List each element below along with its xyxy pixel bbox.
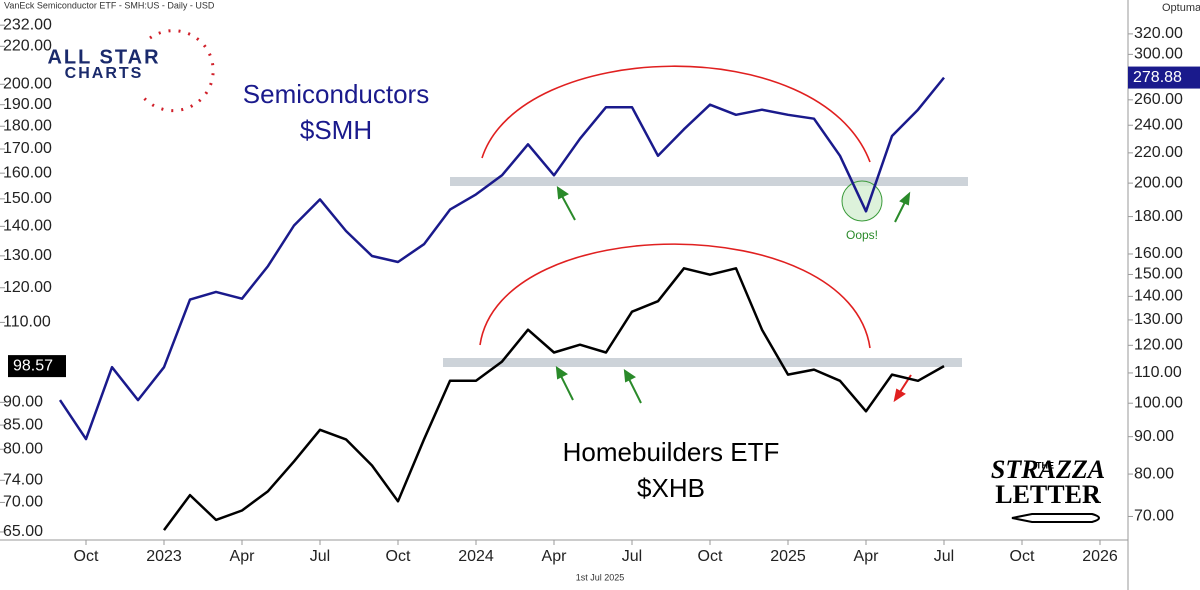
x-tick-label: Jul bbox=[622, 548, 642, 565]
x-tick-label: Apr bbox=[854, 548, 880, 565]
y-tick-label: 65.00 bbox=[3, 523, 43, 540]
y-tick-label: 80.00 bbox=[3, 440, 43, 457]
last-value-label: 98.57 bbox=[13, 357, 53, 374]
annotation: $XHB bbox=[637, 473, 705, 503]
x-tick-label: Apr bbox=[542, 548, 568, 565]
strazza-logo: THE STRAZZA LETTER bbox=[991, 455, 1105, 523]
y2-tick-label: 320.00 bbox=[1134, 25, 1183, 42]
x-tick-label: Oct bbox=[698, 548, 723, 565]
chart-title: VanEck Semiconductor ETF - SMH:US - Dail… bbox=[4, 0, 215, 10]
logo-text: CHARTS bbox=[65, 65, 144, 82]
y2-tick-label: 240.00 bbox=[1134, 116, 1183, 133]
x-tick-label: Oct bbox=[74, 548, 99, 565]
last-value-tag bbox=[8, 355, 66, 378]
y2-tick-label: 90.00 bbox=[1134, 428, 1174, 445]
arc bbox=[481, 65, 871, 163]
series-line bbox=[162, 267, 945, 531]
series-line bbox=[58, 76, 945, 441]
y-tick-label: 200.00 bbox=[3, 75, 52, 92]
y2-tick-label: 200.00 bbox=[1134, 174, 1183, 191]
y2-tick-label: 300.00 bbox=[1134, 46, 1183, 63]
arrows bbox=[555, 185, 911, 404]
y2-tick-label: 150.00 bbox=[1134, 266, 1183, 283]
y-tick-label: 232.00 bbox=[3, 16, 52, 33]
logo-stars bbox=[138, 29, 215, 113]
logo-text: THE bbox=[1036, 460, 1054, 470]
y-tick-label: 140.00 bbox=[3, 218, 52, 235]
x-tick-label: 2023 bbox=[146, 548, 182, 565]
x-tick-label: Jul bbox=[934, 548, 954, 565]
x-tick-label: Oct bbox=[1010, 548, 1035, 565]
y2-tick-label: 220.00 bbox=[1134, 144, 1183, 161]
y-tick-label: 120.00 bbox=[3, 279, 52, 296]
logo-text: ALL STAR bbox=[47, 46, 160, 68]
all-star-charts-logo: ALL STAR CHARTS bbox=[47, 29, 215, 113]
y2-tick-label: 100.00 bbox=[1134, 394, 1183, 411]
x-tick-label: Jul bbox=[310, 548, 330, 565]
annotation: Semiconductors bbox=[243, 79, 429, 109]
y2-tick-label: 120.00 bbox=[1134, 337, 1183, 354]
support-band bbox=[443, 358, 962, 367]
y-tick-label: 110.00 bbox=[3, 314, 51, 331]
arc bbox=[479, 243, 871, 349]
x-tick-label: Oct bbox=[386, 548, 411, 565]
y-tick-label: 180.00 bbox=[3, 117, 52, 134]
y-tick-label: 85.00 bbox=[3, 416, 43, 433]
annotation: Homebuilders ETF bbox=[563, 437, 780, 467]
brand: Optuma bbox=[1162, 2, 1200, 14]
y-tick-label: 170.00 bbox=[3, 140, 52, 157]
y2-tick-label: 70.00 bbox=[1134, 508, 1174, 525]
annotation: $SMH bbox=[300, 115, 372, 145]
y-tick-label: 150.00 bbox=[3, 190, 52, 207]
y2-tick-label: 180.00 bbox=[1134, 208, 1183, 225]
footer: 1st Jul 2025 bbox=[576, 572, 625, 582]
y2-tick-label: 260.00 bbox=[1134, 91, 1183, 108]
logo-text: LETTER bbox=[995, 480, 1101, 509]
x-tick-label: 2025 bbox=[770, 548, 806, 565]
y-tick-label: 70.00 bbox=[3, 494, 43, 511]
support-band bbox=[450, 177, 968, 186]
y-tick-label: 74.00 bbox=[3, 472, 43, 489]
y-tick-label: 90.00 bbox=[3, 394, 43, 411]
y-tick-label: 220.00 bbox=[3, 38, 52, 55]
x-tick-label: Apr bbox=[230, 548, 256, 565]
y2-tick-label: 80.00 bbox=[1134, 465, 1174, 482]
y2-tick-label: 110.00 bbox=[1134, 364, 1182, 381]
y-tick-label: 130.00 bbox=[3, 247, 52, 264]
y2-tick-label: 140.00 bbox=[1134, 288, 1183, 305]
x-tick-label: 2024 bbox=[458, 548, 494, 565]
y2-tick-label: 160.00 bbox=[1134, 245, 1183, 262]
annotation: Oops! bbox=[846, 228, 878, 242]
logo-pen bbox=[1011, 513, 1100, 523]
last-value-label: 278.88 bbox=[1133, 69, 1182, 86]
y-tick-label: 160.00 bbox=[3, 164, 52, 181]
y2-tick-label: 130.00 bbox=[1134, 311, 1183, 328]
x-tick-label: 2026 bbox=[1082, 548, 1118, 565]
logo-text: STRAZZA bbox=[991, 455, 1105, 484]
last-value-tag bbox=[1128, 66, 1200, 89]
y-tick-label: 190.00 bbox=[3, 96, 52, 113]
